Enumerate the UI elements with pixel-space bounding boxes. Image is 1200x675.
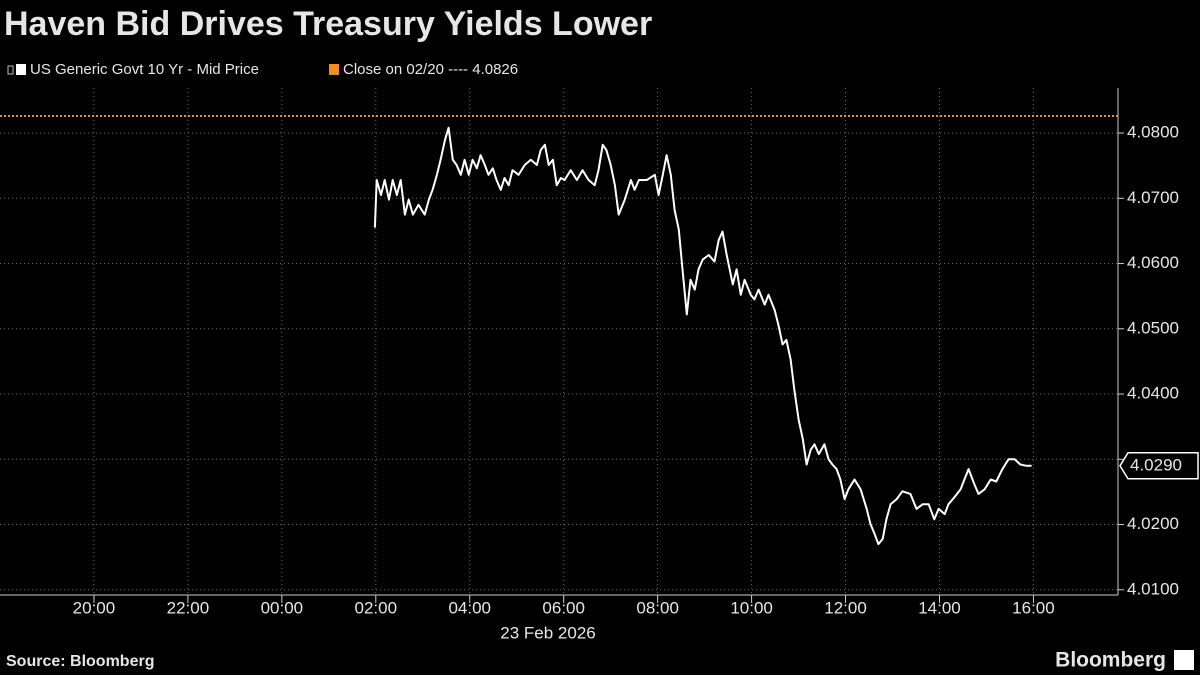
plot: 4.01004.02004.03004.04004.05004.06004.07…	[0, 88, 1199, 617]
y-tick-label: 4.0700	[1127, 188, 1179, 207]
date-label: 23 Feb 2026	[500, 623, 595, 642]
x-tick-label: 00:00	[261, 598, 304, 617]
x-tick-label: 20:00	[73, 598, 116, 617]
chart-title: Haven Bid Drives Treasury Yields Lower	[4, 5, 652, 43]
y-tick-label: 4.0400	[1127, 384, 1179, 403]
x-tick-label: 22:00	[167, 598, 210, 617]
x-tick-label: 10:00	[730, 598, 773, 617]
legend-icon-small	[7, 65, 14, 75]
x-tick-label: 16:00	[1012, 598, 1055, 617]
brand: Bloomberg	[1055, 649, 1166, 672]
x-tick-label: 08:00	[636, 598, 679, 617]
x-tick-label: 02:00	[355, 598, 398, 617]
y-tick-label: 4.0800	[1127, 123, 1179, 142]
legend-swatch	[16, 64, 26, 75]
last-value-box	[1119, 452, 1199, 480]
y-tick-label: 4.0100	[1127, 579, 1179, 598]
last-value-label: 4.0290	[1130, 455, 1182, 474]
brand-icon	[1174, 650, 1194, 670]
x-tick-label: 04:00	[448, 598, 491, 617]
line	[373, 126, 1032, 546]
x-tick-label: 14:00	[918, 598, 961, 617]
source: Source: Bloomberg	[6, 653, 154, 670]
legend-label: Close on 02/20 ---- 4.0826	[343, 61, 518, 78]
y-tick-label: 4.0600	[1127, 253, 1179, 272]
x-tick-label: 06:00	[542, 598, 585, 617]
x-tick-label: 12:00	[824, 598, 867, 617]
y-tick-label: 4.0500	[1127, 318, 1179, 337]
legend-swatch	[329, 64, 339, 75]
y-tick-label: 4.0200	[1127, 514, 1179, 533]
legend-label: US Generic Govt 10 Yr - Mid Price	[30, 61, 259, 78]
